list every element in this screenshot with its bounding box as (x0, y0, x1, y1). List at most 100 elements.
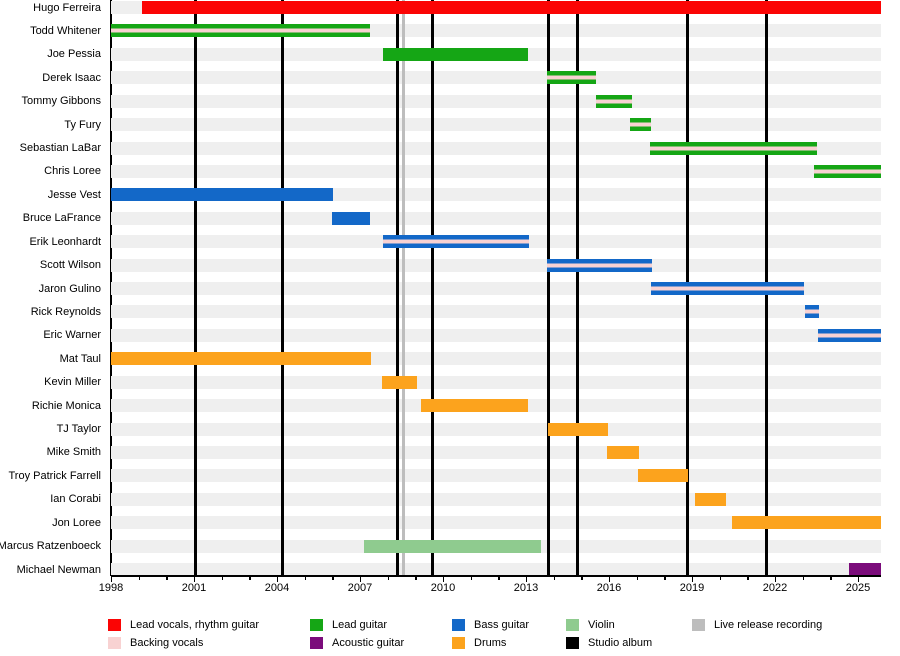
backing-vocals-swatch (108, 637, 121, 649)
member-label: Derek Isaac (42, 71, 101, 84)
drums-swatch (452, 637, 465, 649)
member-bar (141, 1, 881, 14)
live-release-line (401, 0, 405, 575)
axis-tick (443, 577, 445, 582)
member-label: Marcus Ratzenboeck (0, 540, 101, 553)
studio-album-line (431, 0, 434, 575)
member-bar (364, 539, 542, 553)
member-label: Scott Wilson (39, 259, 101, 272)
member-bar (638, 469, 688, 483)
axis-tick (553, 577, 555, 581)
member-label: Kevin Miller (44, 376, 101, 389)
axis-tick (194, 577, 196, 582)
member-bar (547, 422, 608, 436)
legend-label: Studio album (588, 637, 653, 649)
axis-tick (526, 577, 528, 582)
legend-item: Live release recording (692, 617, 822, 633)
axis-tick-label: 2004 (264, 582, 290, 594)
member-bar (331, 211, 370, 225)
member-bar (731, 516, 881, 530)
axis-tick-label: 2016 (596, 582, 622, 594)
lead-vocals-swatch (108, 619, 121, 631)
member-bar (650, 282, 805, 296)
studio-album-line (281, 0, 285, 575)
member-bar (849, 563, 881, 577)
member-label: Erik Leonhardt (29, 235, 101, 248)
legend-item: Lead guitar (310, 617, 387, 633)
member-bar (547, 71, 596, 85)
axis-tick (664, 577, 666, 581)
member-bar (804, 305, 819, 319)
axis-tick-label: 1998 (98, 582, 124, 594)
member-bar (382, 47, 529, 61)
legend-label: Backing vocals (130, 637, 204, 649)
axis-tick (775, 577, 777, 582)
x-axis (111, 575, 881, 577)
axis-tick (387, 577, 389, 581)
axis-tick (249, 577, 251, 581)
axis-tick (166, 577, 168, 581)
axis-tick (470, 577, 472, 581)
legend-item: Drums (452, 635, 506, 651)
member-bar (630, 118, 652, 132)
member-label: Ty Fury (64, 118, 101, 131)
legend-label: Lead guitar (332, 619, 388, 631)
axis-tick (221, 577, 223, 581)
member-label: Sebastian LaBar (19, 142, 101, 155)
member-label-column: Hugo Ferreira Todd Whitener Joe Pessia Dere… (0, 0, 106, 576)
member-bar (111, 352, 371, 366)
member-label: Eric Warner (43, 329, 101, 342)
member-bar (382, 375, 418, 389)
member-label: Jon Loree (52, 516, 101, 529)
acoustic-guitar-swatch (310, 637, 323, 649)
member-bar (814, 164, 881, 178)
legend-label: Bass guitar (474, 619, 530, 631)
member-label: Chris Loree (44, 165, 101, 178)
lead-guitar-swatch (310, 619, 323, 631)
legend-label: Violin (588, 619, 615, 631)
axis-tick (360, 577, 362, 582)
member-label: Jesse Vest (47, 188, 101, 201)
member-bar (111, 24, 370, 38)
member-label: Joe Pessia (47, 48, 101, 61)
legend-item: Acoustic guitar (310, 635, 404, 651)
member-label: Mat Taul (59, 352, 101, 365)
axis-tick-label: 2019 (679, 582, 705, 594)
legend-label: Drums (474, 637, 507, 649)
violin-swatch (566, 619, 579, 631)
member-label: Ian Corabi (50, 493, 101, 506)
member-label: Rick Reynolds (30, 305, 101, 318)
axis-tick-label: 2001 (181, 582, 207, 594)
member-label: TJ Taylor (56, 423, 101, 436)
axis-tick-label: 2007 (347, 582, 373, 594)
legend-item: Violin (566, 617, 615, 633)
member-label: Richie Monica (31, 399, 101, 412)
legend-item: Bass guitar (452, 617, 529, 633)
member-bar (382, 235, 529, 249)
axis-tick (747, 577, 749, 581)
axis-tick (830, 577, 832, 581)
axis-tick (719, 577, 721, 581)
member-label: Troy Patrick Farrell (8, 469, 102, 482)
axis-tick-label: 2022 (762, 582, 788, 594)
axis-tick-label: 2025 (845, 582, 871, 594)
axis-tick (802, 577, 804, 581)
axis-tick-label: 2013 (513, 582, 539, 594)
studio-album-line (575, 0, 579, 575)
axis-tick (304, 577, 306, 581)
member-bar (694, 492, 726, 506)
member-bar (649, 141, 817, 155)
y-axis-spine (110, 0, 112, 576)
bass-guitar-swatch (452, 619, 465, 631)
axis-tick (138, 577, 140, 581)
axis-tick (609, 577, 611, 582)
legend-item: Studio album (566, 635, 652, 651)
axis-tick (581, 577, 583, 581)
legend-item: Backing vocals (108, 635, 203, 651)
member-label: Mike Smith (46, 446, 101, 459)
member-bar (111, 188, 334, 202)
axis-tick (111, 577, 113, 582)
member-bar (546, 258, 652, 272)
studio-album-line (546, 0, 550, 575)
